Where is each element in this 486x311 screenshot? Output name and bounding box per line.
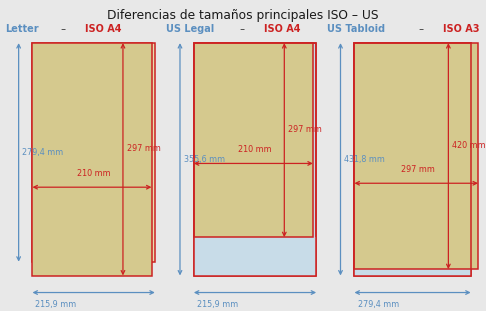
Bar: [33, 43, 152, 276]
Text: ISO A3: ISO A3: [443, 24, 480, 34]
Text: –: –: [237, 24, 248, 34]
Text: 297 mm: 297 mm: [288, 125, 322, 134]
Bar: [33, 43, 155, 262]
Text: –: –: [416, 24, 427, 34]
Text: 210 mm: 210 mm: [238, 145, 272, 154]
Text: 279,4 mm: 279,4 mm: [22, 148, 64, 157]
Text: 210 mm: 210 mm: [77, 169, 110, 178]
Bar: [354, 43, 471, 276]
Bar: [354, 269, 471, 276]
Text: 355,6 mm: 355,6 mm: [184, 155, 225, 164]
Text: Diferencias de tamaños principales ISO – US: Diferencias de tamaños principales ISO –…: [107, 9, 379, 22]
Text: Letter: Letter: [5, 24, 38, 34]
Text: –: –: [58, 24, 69, 34]
Text: ISO A4: ISO A4: [264, 24, 300, 34]
Bar: [194, 43, 313, 237]
Text: US Legal: US Legal: [166, 24, 214, 34]
Bar: [354, 43, 478, 269]
Text: 297 mm: 297 mm: [127, 144, 161, 153]
Bar: [354, 43, 471, 276]
Text: 215,9 mm: 215,9 mm: [35, 300, 77, 309]
Bar: [194, 237, 316, 276]
Text: 297 mm: 297 mm: [401, 165, 434, 174]
Bar: [194, 43, 316, 276]
Text: 279,4 mm: 279,4 mm: [358, 300, 399, 309]
Bar: [194, 43, 316, 276]
Text: ISO A4: ISO A4: [85, 24, 122, 34]
Text: US Tabloid: US Tabloid: [327, 24, 385, 34]
Text: 431,8 mm: 431,8 mm: [345, 155, 385, 164]
Text: 420 mm: 420 mm: [452, 141, 486, 150]
Text: 215,9 mm: 215,9 mm: [197, 300, 238, 309]
